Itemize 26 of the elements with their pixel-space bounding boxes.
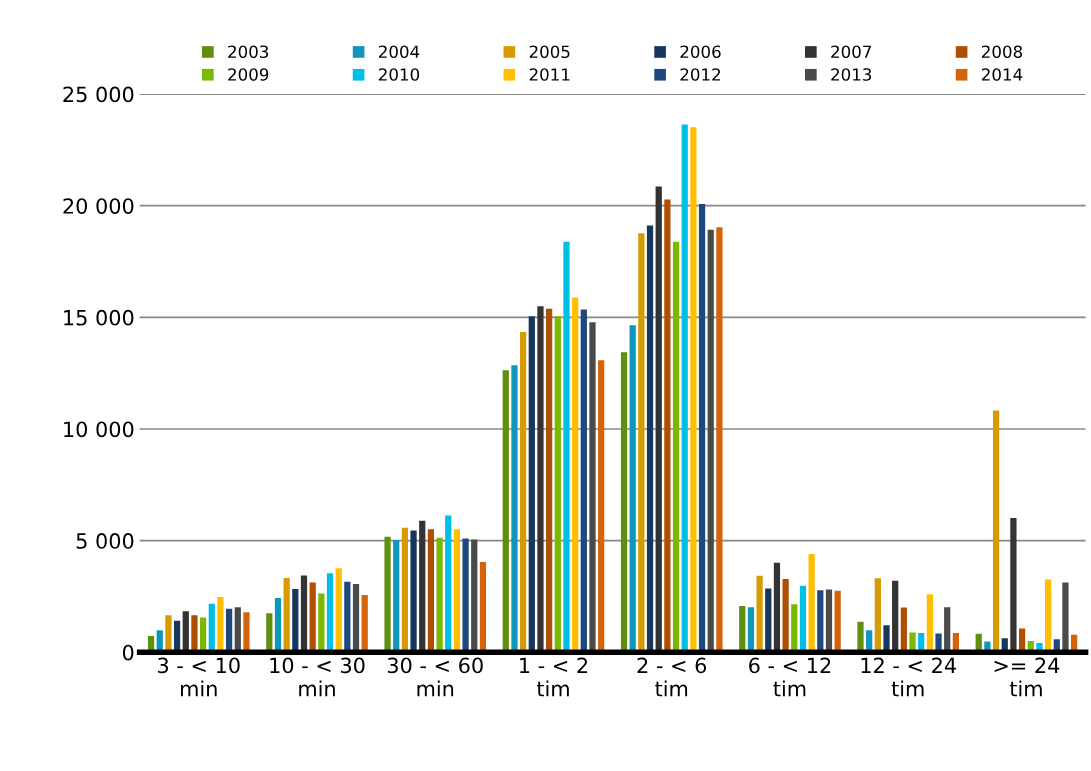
y-tick-label: 10 000	[64, 421, 134, 438]
legend-label: 2009	[228, 68, 269, 81]
legend-label: 2012	[680, 68, 721, 81]
legend-label: 2003	[228, 45, 269, 59]
x-tick-label: 3 - < 10 min	[158, 657, 240, 697]
y-tick-label: 20 000	[63, 198, 134, 214]
legend-label: 2008	[981, 45, 1023, 59]
y-tick-label: 15 000	[64, 309, 134, 326]
x-tick-label: 2 - < 6 tim	[637, 657, 707, 697]
x-tick-label: >= 24 tim	[994, 657, 1060, 697]
x-tick-label: 12 - < 24 tim	[861, 657, 956, 697]
legend-label: 2007	[831, 45, 871, 59]
y-tick-label: 25 000	[63, 86, 134, 103]
legend-label: 2011	[529, 68, 570, 81]
x-tick-label: 30 - < 60 min	[387, 657, 483, 697]
legend-label: 2010	[378, 68, 420, 81]
legend-label: 2014	[981, 68, 1023, 81]
y-tick-label: 0	[122, 644, 134, 661]
x-tick-label: 1 - < 2 tim	[520, 657, 588, 697]
legend-label: 2005	[529, 45, 570, 59]
legend-label: 2013	[831, 68, 872, 81]
legend-label: 2006	[680, 45, 721, 59]
legend-label: 2004	[378, 45, 420, 59]
x-tick-label: 6 - < 12 tim	[749, 657, 831, 697]
x-tick-label: 10 - < 30 min	[270, 657, 365, 697]
y-tick-label: 5 000	[76, 533, 134, 549]
